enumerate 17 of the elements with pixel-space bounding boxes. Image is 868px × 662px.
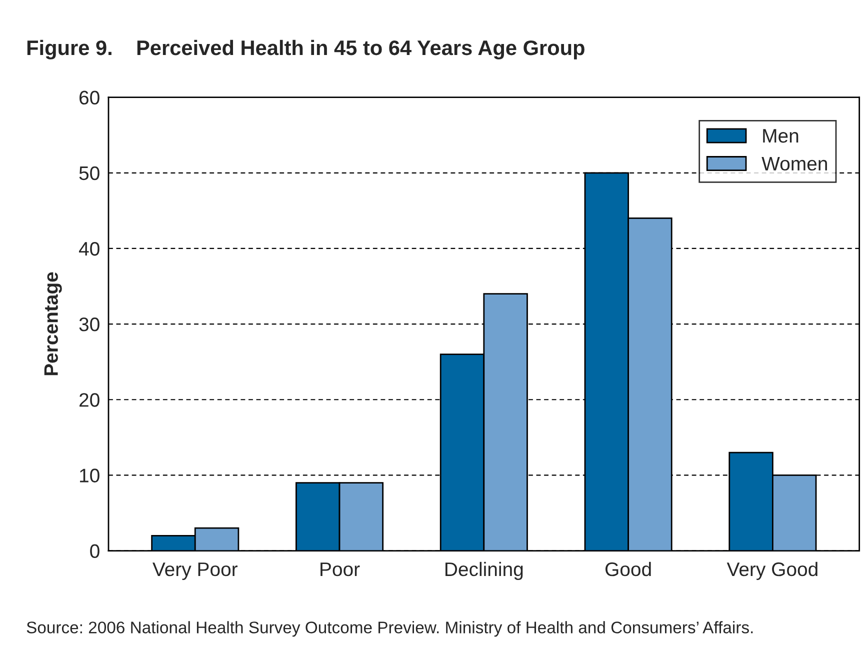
x-tick-label: Very Good [726,562,818,580]
x-tick-label: Good [605,562,651,576]
legend-label: Men [763,129,798,143]
y-tick-label: 0 [90,544,100,558]
y-tick-label: 40 [78,242,100,256]
y-tick-label: 30 [79,318,100,332]
y-tick-label: 50 [79,166,100,180]
x-tick-label: Declining [446,562,523,580]
source-note: Source: 2006 National Health Survey Outcome Preview. Ministry of Health and Consumers’ Affairs. [26,621,753,637]
chart-title: Figure 9. Perceived Health in 45 to 64 Years Age Group [27,40,584,60]
y-tick-label: 60 [80,90,100,105]
y-axis-title: Percentage [44,272,62,376]
y-tick-label: 10 [80,468,100,482]
x-tick-label: Poor [320,562,360,576]
y-tick-label: 20 [80,393,100,407]
x-tick-label: Very Poor [152,562,238,580]
legend-label: Women [762,156,827,171]
